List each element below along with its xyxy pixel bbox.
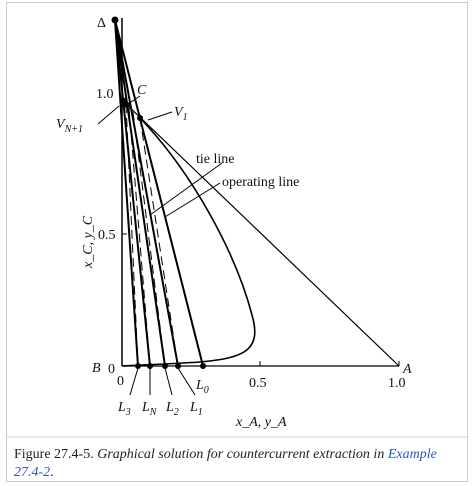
x-tick-label: 1.0: [388, 376, 406, 391]
points: [111, 16, 206, 369]
diagram: Δ C B A V1 VN+1 L0 L3 LN L2 L1 tie line …: [6, 16, 468, 438]
point-label: A: [402, 362, 412, 377]
label-sub: 1: [183, 112, 188, 123]
caption: Figure 27.4-5. Graphical solution for co…: [14, 446, 454, 482]
label-main: L: [165, 400, 174, 415]
y-tick-label: 1.0: [96, 87, 114, 102]
pointer: [97, 105, 120, 125]
point-label: L3: [117, 400, 131, 418]
caption-text: Graphical solution for countercurrent ex…: [97, 447, 385, 462]
y-axis-label: x_C, y_C: [81, 215, 96, 269]
l-pointers: [129, 367, 196, 396]
label-sub: 3: [125, 407, 131, 418]
point-label: L1: [189, 400, 203, 418]
y-tick-label: 0.5: [98, 228, 116, 243]
label-sub: 0: [204, 385, 209, 396]
point-label: LN: [141, 400, 158, 418]
label-sub: 1: [198, 407, 203, 418]
label-main: V: [56, 117, 66, 132]
hypotenuse: [121, 99, 400, 367]
caption-number: Figure 27.4-5.: [14, 447, 94, 462]
caption-end: .: [50, 465, 54, 480]
label-main: L: [141, 400, 150, 415]
label-sub: N+1: [64, 124, 83, 135]
point-label: C: [137, 83, 147, 98]
caption-link[interactable]: Example 27.4-2: [14, 447, 437, 480]
point-label: L2: [165, 400, 179, 418]
operating-lines: [114, 19, 204, 367]
pointer: [164, 182, 221, 218]
point-label: V1: [174, 105, 188, 123]
annotation: operating line: [222, 175, 299, 190]
point-label: VN+1: [56, 117, 83, 135]
x-tick-label: 0: [117, 374, 124, 389]
label-main: L: [195, 378, 204, 393]
label-main: L: [117, 400, 126, 415]
label-main: V: [174, 105, 184, 120]
point-label: B: [92, 361, 101, 376]
pointer: [149, 162, 223, 216]
x-axis-label: x_A, y_A: [235, 415, 287, 430]
annotation: tie line: [196, 152, 235, 167]
label-main: L: [189, 400, 198, 415]
y-tick-label: 0: [108, 362, 115, 377]
label-sub: N: [149, 407, 158, 418]
tie-lines: [125, 103, 179, 367]
x-tick-label: 0.5: [249, 376, 267, 391]
pointer: [127, 95, 141, 105]
phase-envelope: [121, 117, 256, 367]
pointer: [147, 111, 173, 121]
drawing: [6, 18, 468, 438]
point-label: L0: [195, 378, 209, 396]
figure-frame: [6, 2, 468, 482]
label-sub: 2: [174, 407, 179, 418]
point-label: Δ: [97, 16, 106, 31]
